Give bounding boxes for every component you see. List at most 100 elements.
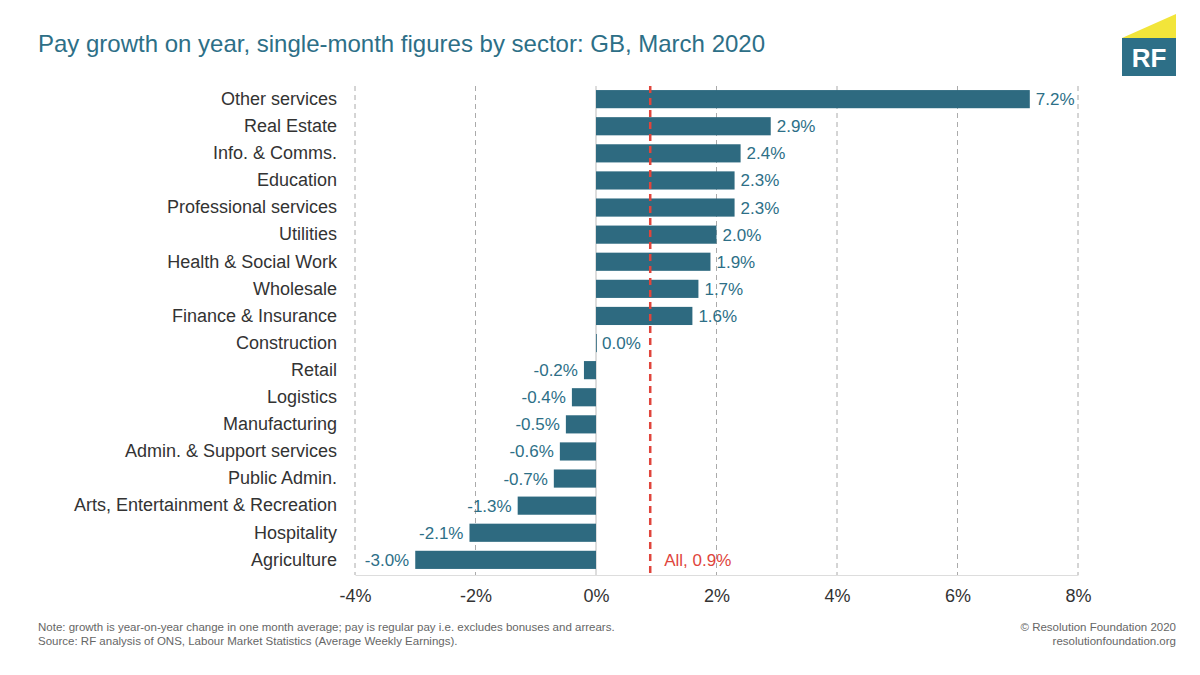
y-tick-label: Finance & Insurance <box>172 306 337 326</box>
x-tick-label: 8% <box>1065 586 1091 606</box>
y-tick-label: Hospitality <box>254 523 337 543</box>
bar <box>554 469 596 487</box>
x-tick: 6% <box>945 575 971 606</box>
y-tick: Other services <box>221 89 337 109</box>
x-tick-label: 4% <box>824 586 850 606</box>
x-tick: 8% <box>1065 575 1091 606</box>
y-tick-label: Health & Social Work <box>167 252 338 272</box>
data-label: -1.3% <box>467 497 511 516</box>
bar <box>566 415 596 433</box>
note: Note: growth is year-on-year change in o… <box>38 621 615 633</box>
x-tick: -2% <box>460 575 492 606</box>
y-tick-label: Agriculture <box>251 550 337 570</box>
data-label: 1.6% <box>698 307 737 326</box>
y-axis-line <box>337 87 338 574</box>
y-tick: Logistics <box>267 387 337 407</box>
y-tick: Finance & Insurance <box>172 306 337 326</box>
data-label: -0.7% <box>503 470 547 489</box>
bar <box>596 334 598 352</box>
bar <box>596 117 771 135</box>
y-tick-label: Public Admin. <box>228 468 337 488</box>
data-label: -0.5% <box>515 415 559 434</box>
bar <box>596 307 692 325</box>
bar <box>596 171 735 189</box>
bar <box>584 361 596 379</box>
bars <box>415 86 1030 575</box>
x-tick: 2% <box>704 575 730 606</box>
data-label: -0.6% <box>509 442 553 461</box>
data-label: 7.2% <box>1036 90 1075 109</box>
bar <box>596 144 741 162</box>
bar <box>596 253 710 271</box>
data-label: 2.3% <box>741 199 780 218</box>
data-label: 2.0% <box>723 226 762 245</box>
y-tick-label: Logistics <box>267 387 337 407</box>
logo-text: RF <box>1132 43 1167 73</box>
data-labels: 7.2%2.9%2.4%2.3%2.3%2.0%1.9%1.7%1.6%0.0%… <box>365 90 1075 570</box>
x-tick-label: -2% <box>460 586 492 606</box>
y-tick: Education <box>257 170 337 190</box>
y-tick-label: Wholesale <box>253 279 337 299</box>
grid-line <box>1078 86 1079 575</box>
y-tick: Professional services <box>167 197 337 217</box>
x-tick-label: 2% <box>704 586 730 606</box>
grid-line <box>957 86 958 575</box>
y-tick: Real Estate <box>244 116 337 136</box>
data-label: 2.9% <box>777 117 816 136</box>
y-tick-label: Arts, Entertainment & Recreation <box>74 495 337 515</box>
reference-label: All, 0.9% <box>664 551 731 570</box>
grid <box>355 86 1078 575</box>
y-tick-label: Manufacturing <box>223 414 337 434</box>
bar <box>469 524 596 542</box>
y-tick: Admin. & Support services <box>125 441 337 461</box>
x-tick: -4% <box>339 575 371 606</box>
y-tick: Retail <box>291 360 337 380</box>
y-tick: Utilities <box>279 224 337 244</box>
bar <box>596 90 1030 108</box>
y-tick-label: Info. & Comms. <box>213 143 337 163</box>
bar <box>518 497 596 515</box>
y-tick: Arts, Entertainment & Recreation <box>74 495 337 515</box>
credit: resolutionfoundation.org <box>1053 635 1176 647</box>
grid-line <box>355 86 356 575</box>
reference-line <box>649 86 652 575</box>
data-label: -0.4% <box>521 388 565 407</box>
y-tick: Construction <box>236 333 337 353</box>
y-tick-label: Construction <box>236 333 337 353</box>
y-tick: Info. & Comms. <box>213 143 337 163</box>
y-tick-label: Retail <box>291 360 337 380</box>
data-label: -2.1% <box>419 524 463 543</box>
bar <box>596 280 698 298</box>
data-label: 2.3% <box>741 171 780 190</box>
y-tick: Hospitality <box>254 523 337 543</box>
bar <box>572 388 596 406</box>
data-label: 0.0% <box>602 334 641 353</box>
x-tick: 4% <box>824 575 850 606</box>
logo: RF <box>1122 14 1176 76</box>
y-tick: Public Admin. <box>228 468 337 488</box>
credit: © Resolution Foundation 2020 <box>1020 621 1176 633</box>
chart-container: Pay growth on year, single-month figures… <box>0 0 1200 675</box>
logo-accent <box>1122 14 1176 38</box>
logo-box <box>1122 38 1176 76</box>
bar <box>415 551 596 569</box>
y-tick: Manufacturing <box>223 414 337 434</box>
y-tick-label: Education <box>257 170 337 190</box>
data-label: -0.2% <box>534 361 578 380</box>
x-tick-label: 6% <box>945 586 971 606</box>
y-tick-label: Utilities <box>279 224 337 244</box>
data-label: 1.9% <box>716 253 755 272</box>
y-axis: Other services Real Estate Info. & Comms. E… <box>74 87 338 574</box>
grid-line <box>837 86 838 575</box>
y-tick-label: Other services <box>221 89 337 109</box>
x-tick-label: -4% <box>339 586 371 606</box>
y-tick-label: Admin. & Support services <box>125 441 337 461</box>
x-axis-line <box>356 575 1079 576</box>
title: Pay growth on year, single-month figures… <box>38 30 765 57</box>
data-label: 2.4% <box>747 144 786 163</box>
x-axis: -4%-2%0%2%4%6%8% <box>339 575 1091 606</box>
y-tick: Health & Social Work <box>167 252 338 272</box>
bar <box>596 226 717 244</box>
bar <box>596 198 735 216</box>
chart-svg: Pay growth on year, single-month figures… <box>0 0 1200 675</box>
